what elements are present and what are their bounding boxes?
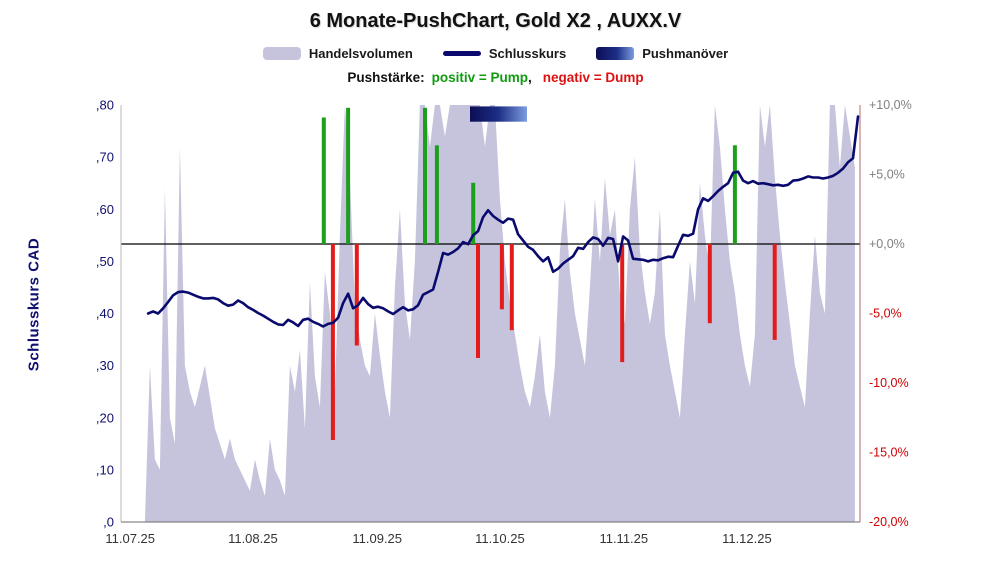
legend-item-push: Pushmanöver: [596, 46, 728, 61]
dump-bar: [772, 244, 777, 340]
dump-bar: [707, 244, 712, 324]
dump-bar: [330, 244, 335, 440]
dump-bar: [354, 244, 359, 346]
legend-label-close: Schlusskurs: [488, 46, 567, 61]
dump-bar: [620, 244, 625, 363]
pump-bar: [434, 145, 439, 244]
pump-bar: [423, 107, 427, 244]
legend-item-volume: Handelsvolumen: [262, 46, 413, 61]
legend-label-volume: Handelsvolumen: [308, 46, 413, 61]
right-axis-tick-label: -15,0%: [869, 446, 909, 460]
push-band: [470, 106, 527, 122]
left-axis-tick-label: ,10: [96, 462, 114, 477]
right-axis-tick-label: -20,0%: [869, 515, 909, 529]
close-price-line: [146, 115, 860, 328]
dump-bar: [499, 244, 504, 310]
x-axis-tick-label: 11.09.25: [352, 531, 402, 546]
caption-pump: positiv = Pump: [431, 70, 529, 85]
left-axis-tick-label: ,20: [96, 410, 114, 425]
right-axis-tick-label: -10,0%: [869, 376, 909, 390]
caption-dump: negativ = Dump: [542, 70, 644, 85]
legend: Handelsvolumen Schlusskurs Pushmanöver: [0, 46, 991, 61]
left-axis-tick-label: ,40: [96, 306, 114, 321]
push-swatch-icon: [596, 47, 635, 60]
x-axis-tick-label: 11.12.25: [722, 531, 772, 546]
right-axis-tick-label: +10,0%: [869, 98, 912, 112]
right-axis-tick-label: -5,0%: [869, 307, 902, 321]
left-axis-tick-label: ,0: [103, 515, 114, 530]
dump-bar: [476, 244, 480, 358]
left-axis-tick-label: ,70: [96, 150, 114, 165]
legend-label-push: Pushmanöver: [642, 46, 729, 61]
caption-prefix: Pushstärke:: [347, 70, 425, 85]
left-axis-tick-label: ,60: [96, 202, 114, 217]
right-axis-tick-label: +0,0%: [869, 237, 905, 251]
left-axis-tick-label: ,50: [96, 254, 114, 269]
pump-bar: [321, 117, 326, 244]
right-axis-tick-label: +5,0%: [869, 168, 905, 182]
left-axis-tick-label: ,80: [96, 98, 114, 113]
volume-swatch-icon: [262, 47, 301, 60]
close-line-swatch-icon: [442, 51, 481, 56]
x-axis-tick-label: 11.08.25: [228, 531, 278, 546]
volume-area: [144, 105, 855, 522]
pump-bar: [471, 182, 476, 244]
x-axis-tick-label: 11.11.25: [599, 531, 648, 546]
pump-bar: [346, 107, 351, 244]
push-strength-caption: Pushstärke: positiv = Pump , negativ = D…: [0, 70, 991, 85]
dump-bar: [509, 244, 514, 331]
legend-item-close: Schlusskurs: [442, 46, 567, 61]
x-axis-tick-label: 11.07.25: [105, 531, 155, 546]
pump-bar: [732, 145, 737, 244]
caption-separator: ,: [528, 70, 532, 85]
page-title: 6 Monate-PushChart, Gold X2 , AUXX.V: [309, 10, 682, 32]
left-axis-tick-label: ,30: [96, 358, 114, 373]
x-axis-tick-label: 11.10.25: [475, 531, 525, 546]
